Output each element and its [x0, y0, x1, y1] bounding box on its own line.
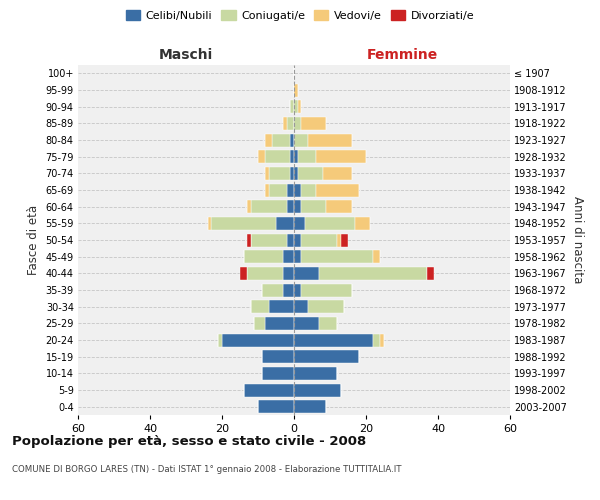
Text: COMUNE DI BORGO LARES (TN) - Dati ISTAT 1° gennaio 2008 - Elaborazione TUTTITALI: COMUNE DI BORGO LARES (TN) - Dati ISTAT … — [12, 465, 401, 474]
Bar — [290, 150, 294, 163]
Bar — [269, 184, 287, 196]
Bar — [208, 217, 211, 230]
Bar — [283, 250, 294, 263]
Bar — [294, 250, 301, 263]
Bar — [294, 117, 301, 130]
Bar — [427, 267, 434, 280]
Bar — [319, 317, 337, 330]
Bar — [244, 384, 294, 396]
Bar — [301, 184, 316, 196]
Bar — [323, 167, 352, 180]
Bar — [294, 400, 326, 413]
Bar — [265, 317, 294, 330]
Bar — [294, 200, 301, 213]
Bar — [326, 200, 352, 213]
Bar — [247, 200, 251, 213]
Bar — [265, 150, 290, 163]
Bar — [319, 267, 427, 280]
Bar — [244, 250, 283, 263]
Bar — [373, 250, 380, 263]
Bar — [262, 367, 294, 380]
Bar — [251, 300, 269, 313]
Bar — [294, 284, 301, 296]
Bar — [298, 167, 323, 180]
Bar — [283, 117, 287, 130]
Bar — [294, 100, 298, 113]
Bar — [305, 217, 355, 230]
Bar — [298, 100, 301, 113]
Bar — [294, 384, 341, 396]
Bar — [294, 267, 319, 280]
Bar — [287, 234, 294, 246]
Bar — [301, 200, 326, 213]
Bar — [211, 217, 276, 230]
Bar — [283, 267, 294, 280]
Bar — [294, 367, 337, 380]
Text: Femmine: Femmine — [367, 48, 437, 62]
Bar — [341, 234, 348, 246]
Bar — [247, 267, 283, 280]
Bar — [287, 117, 294, 130]
Bar — [316, 150, 366, 163]
Bar — [287, 184, 294, 196]
Bar — [287, 200, 294, 213]
Bar — [265, 184, 269, 196]
Bar — [294, 317, 319, 330]
Bar — [290, 167, 294, 180]
Bar — [294, 300, 308, 313]
Bar — [272, 134, 290, 146]
Bar — [355, 217, 370, 230]
Bar — [301, 234, 337, 246]
Bar — [240, 267, 247, 280]
Bar — [283, 284, 294, 296]
Bar — [294, 234, 301, 246]
Bar — [258, 400, 294, 413]
Bar — [337, 234, 341, 246]
Bar — [294, 134, 308, 146]
Bar — [251, 234, 287, 246]
Bar — [294, 184, 301, 196]
Bar — [294, 334, 373, 346]
Bar — [290, 134, 294, 146]
Bar — [294, 350, 359, 363]
Bar — [294, 167, 298, 180]
Bar — [222, 334, 294, 346]
Bar — [298, 150, 316, 163]
Bar — [258, 150, 265, 163]
Bar — [290, 100, 294, 113]
Text: Maschi: Maschi — [159, 48, 213, 62]
Bar — [265, 134, 272, 146]
Legend: Celibi/Nubili, Coniugati/e, Vedovi/e, Divorziati/e: Celibi/Nubili, Coniugati/e, Vedovi/e, Di… — [121, 6, 479, 25]
Y-axis label: Anni di nascita: Anni di nascita — [571, 196, 584, 284]
Bar — [308, 300, 344, 313]
Y-axis label: Fasce di età: Fasce di età — [27, 205, 40, 275]
Bar — [269, 167, 290, 180]
Bar — [262, 350, 294, 363]
Text: Popolazione per età, sesso e stato civile - 2008: Popolazione per età, sesso e stato civil… — [12, 435, 366, 448]
Bar — [301, 284, 352, 296]
Bar — [301, 250, 373, 263]
Bar — [269, 300, 294, 313]
Bar — [380, 334, 384, 346]
Bar — [251, 200, 287, 213]
Bar — [276, 217, 294, 230]
Bar — [301, 117, 326, 130]
Bar — [373, 334, 380, 346]
Bar — [294, 84, 298, 96]
Bar — [308, 134, 352, 146]
Bar — [247, 234, 251, 246]
Bar — [254, 317, 265, 330]
Bar — [294, 150, 298, 163]
Bar — [294, 217, 305, 230]
Bar — [218, 334, 222, 346]
Bar — [316, 184, 359, 196]
Bar — [265, 167, 269, 180]
Bar — [262, 284, 283, 296]
